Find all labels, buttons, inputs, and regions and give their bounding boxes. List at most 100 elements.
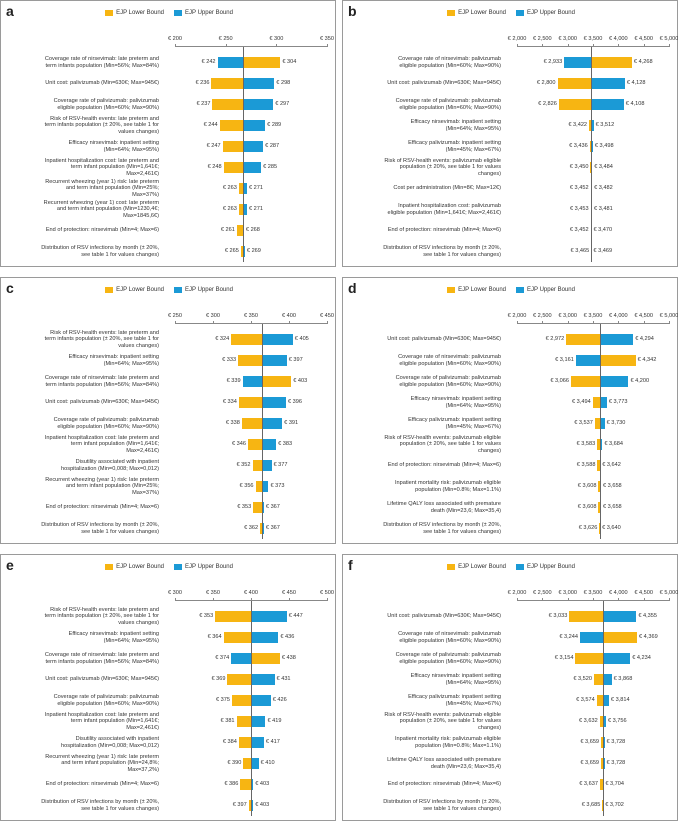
category-label: Inpatient hospitalization cost: late pre… [44, 434, 159, 454]
value-label: € 3,642 [602, 462, 621, 469]
base-line [242, 47, 244, 262]
bar [251, 695, 271, 706]
legend-item: EJP Lower Bound [105, 287, 164, 293]
bar [590, 183, 592, 194]
bar [251, 632, 279, 643]
bar [251, 716, 266, 727]
bar [240, 779, 251, 790]
legend-label: EJP Lower Bound [116, 563, 164, 570]
value-label: € 3,702 [605, 802, 624, 809]
category-label: Efficacy palivizumab: inpatient setting … [408, 140, 501, 153]
x-tick-label: € 4,000 [608, 36, 628, 42]
x-tick [289, 598, 290, 601]
bar [247, 439, 263, 450]
x-tick [175, 598, 176, 601]
legend-item: EJP Upper Bound [174, 287, 233, 293]
x-tick [593, 321, 594, 324]
bar [592, 397, 600, 408]
bar [599, 334, 634, 345]
value-label: € 383 [278, 441, 293, 448]
x-tick-label: € 3,000 [558, 36, 577, 42]
x-tick [251, 598, 252, 601]
value-label: € 352 [236, 462, 251, 469]
legend-swatch [447, 564, 456, 570]
value-label: € 362 [244, 525, 259, 532]
category-label: Inpatient hospitalization cost: late pre… [44, 157, 159, 177]
x-tick-label: € 5,000 [659, 36, 678, 42]
bar [590, 225, 592, 236]
bar [589, 141, 592, 152]
category-label: Coverage rate of palivizumab: palivizuma… [53, 98, 159, 111]
legend: EJP Lower Bound EJP Upper Bound [1, 285, 337, 295]
value-label: € 403 [293, 378, 308, 385]
category-label: Lifetime QALY loss associated with prema… [387, 757, 501, 770]
x-tick [567, 321, 569, 324]
bar [575, 653, 603, 664]
bar [262, 418, 283, 429]
bar [262, 397, 286, 408]
legend-label: EJP Upper Bound [527, 563, 575, 570]
bar [575, 355, 600, 366]
bar [599, 716, 603, 727]
x-tick-label: € 350 [320, 36, 334, 42]
category-label: Recurrent wheezing (year 1) risk: late p… [45, 476, 159, 496]
value-label: € 3,033 [548, 613, 568, 620]
value-label: € 339 [226, 378, 241, 385]
category-label: Coverage rate of nirsevimab: palivizumab… [398, 354, 501, 367]
bar [566, 334, 600, 345]
value-label: € 3,756 [607, 718, 627, 725]
bar [602, 632, 638, 643]
bar [569, 611, 603, 622]
category-label: Unit cost: palivizumab (Min=630€; Max=94… [45, 399, 159, 406]
value-label: € 390 [227, 760, 242, 767]
bar [557, 78, 592, 89]
bar [231, 334, 263, 345]
value-label: € 403 [255, 781, 270, 788]
x-tick-label: € 3,500 [583, 313, 603, 319]
category-label: Coverage rate of nirsevimab: palivizumab… [398, 631, 501, 644]
x-tick [327, 321, 328, 324]
value-label: € 4,342 [637, 357, 657, 364]
bar [238, 737, 251, 748]
base-line [599, 324, 601, 539]
legend-item: EJP Lower Bound [105, 564, 164, 570]
category-label: Disutility associated with inpatient hos… [61, 736, 159, 749]
value-label: € 289 [267, 122, 282, 129]
value-label: € 4,294 [635, 336, 654, 343]
x-tick-label: € 5,000 [659, 313, 678, 319]
category-label: Coverage rate of palivizumab: palivizuma… [395, 652, 501, 665]
bar [262, 481, 269, 492]
bar [251, 800, 254, 811]
bar [251, 674, 275, 685]
x-tick [175, 321, 176, 324]
value-label: € 374 [215, 655, 230, 662]
category-label: Risk of RSV-health events: palivizumab e… [384, 434, 501, 454]
chart-panel: c EJP Lower Bound EJP Upper Bound € 250 € 30… [0, 277, 336, 544]
bar [590, 162, 592, 173]
chart-panel: a EJP Lower Bound EJP Upper Bound € 200 € 25… [0, 0, 336, 267]
chart-panel: e EJP Lower Bound EJP Upper Bound € 300 € 35… [0, 554, 336, 821]
category-label: End of protection: nirsevimab (Min=4; Ma… [387, 781, 501, 788]
category-label: Coverage rate of nirsevimab: late preter… [44, 56, 159, 69]
x-tick [567, 598, 569, 601]
value-label: € 436 [280, 634, 295, 641]
category-label: Distribution of RSV infections by month … [383, 245, 501, 258]
bar [602, 716, 606, 727]
value-label: € 3,626 [578, 525, 598, 532]
bar [601, 737, 603, 748]
category-label: Inpatient hospitalization cost: palivizu… [387, 203, 501, 216]
bar [591, 78, 625, 89]
x-tick-label: € 2,500 [532, 590, 552, 596]
bar [242, 57, 281, 68]
value-label: € 2,800 [536, 80, 556, 87]
legend-item: EJP Lower Bound [105, 10, 164, 16]
value-label: € 3,481 [594, 206, 613, 213]
bar [238, 183, 243, 194]
value-label: € 3,465 [570, 248, 590, 255]
legend-item: EJP Lower Bound [447, 564, 506, 570]
category-label: Distribution of RSV infections by month … [41, 245, 159, 258]
value-label: € 4,268 [633, 59, 653, 66]
category-label: End of protection: nirsevimab (Min=4; Ma… [45, 504, 159, 511]
legend-label: EJP Upper Bound [527, 286, 575, 293]
